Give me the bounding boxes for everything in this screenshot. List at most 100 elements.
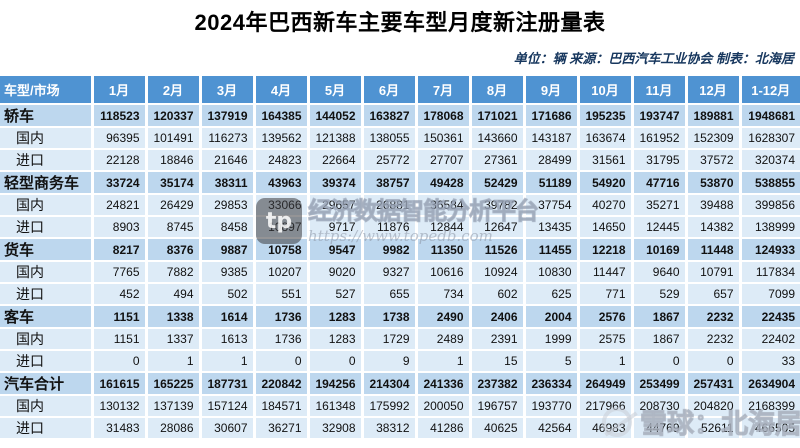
table-cell: 12445 bbox=[632, 216, 688, 239]
table-cell: 27361 bbox=[470, 149, 526, 172]
table-cell: 551 bbox=[254, 283, 310, 306]
table-cell: 10791 bbox=[686, 261, 742, 284]
table-cell: 184571 bbox=[254, 395, 310, 418]
table-cell: 15 bbox=[470, 350, 526, 373]
table-cell: 1948681 bbox=[740, 104, 800, 128]
table-cell: 12647 bbox=[470, 216, 526, 239]
table-cell: 121388 bbox=[308, 127, 364, 150]
table-cell: 2575 bbox=[578, 328, 634, 351]
table-cell: 116273 bbox=[200, 127, 256, 150]
table-cell: 161952 bbox=[632, 127, 688, 150]
table-cell: 10758 bbox=[254, 238, 310, 262]
row-label: 进口 bbox=[0, 350, 94, 373]
row-label: 国内 bbox=[0, 261, 94, 284]
table-cell: 138055 bbox=[362, 127, 418, 150]
column-header-month: 10月 bbox=[578, 76, 634, 105]
row-label: 进口 bbox=[0, 149, 94, 172]
table-row: 国内 1151 1337 1613 1736 1283 1729 2489 2391 1999 25… bbox=[0, 328, 800, 351]
table-cell: 7882 bbox=[146, 261, 202, 284]
table-cell: 0 bbox=[254, 350, 310, 373]
table-cell: 187731 bbox=[200, 372, 256, 396]
table-cell: 264949 bbox=[578, 372, 634, 396]
table-cell: 32908 bbox=[308, 417, 364, 440]
column-header-month: 12月 bbox=[686, 76, 742, 105]
table-cell: 12844 bbox=[416, 216, 472, 239]
table-row: 汽车合计 161615 165225 187731 220842 194256 214304… bbox=[0, 372, 800, 396]
table-cell: 204820 bbox=[686, 395, 742, 418]
table-cell: 175992 bbox=[362, 395, 418, 418]
table-row: 国内 130132 137139 157124 184571 161348 175992 20… bbox=[0, 395, 800, 418]
row-label: 国内 bbox=[0, 194, 94, 217]
table-cell: 1613 bbox=[200, 328, 256, 351]
table-cell: 0 bbox=[92, 350, 148, 373]
table-cell: 253499 bbox=[632, 372, 688, 396]
row-label: 货车 bbox=[0, 238, 94, 262]
table-cell: 12218 bbox=[578, 238, 634, 262]
table-cell: 39374 bbox=[308, 171, 364, 195]
column-header-month: 7月 bbox=[416, 76, 472, 105]
table-cell: 0 bbox=[632, 350, 688, 373]
row-label: 汽车合计 bbox=[0, 372, 94, 396]
table-cell: 39782 bbox=[470, 194, 526, 217]
table-cell: 10830 bbox=[524, 261, 580, 284]
table-cell: 171021 bbox=[470, 104, 526, 128]
table-row: 进口 31483 28086 30607 36271 32908 38312 41286 406… bbox=[0, 417, 800, 440]
table-cell: 1729 bbox=[362, 328, 418, 351]
table-cell: 8376 bbox=[146, 238, 202, 262]
table-cell: 54920 bbox=[578, 171, 634, 195]
table-cell: 11447 bbox=[578, 261, 634, 284]
table-cell: 117834 bbox=[740, 261, 800, 284]
table-cell: 2232 bbox=[686, 305, 742, 329]
row-label: 进口 bbox=[0, 417, 94, 440]
table-cell: 101491 bbox=[146, 127, 202, 150]
table-cell: 14382 bbox=[686, 216, 742, 239]
table-cell: 53870 bbox=[686, 171, 742, 195]
table-cell: 10207 bbox=[254, 261, 310, 284]
table-cell: 41286 bbox=[416, 417, 472, 440]
row-label: 进口 bbox=[0, 216, 94, 239]
table-cell: 137139 bbox=[146, 395, 202, 418]
table-cell: 161615 bbox=[92, 372, 148, 396]
table-row: 货车 8217 8376 9887 10758 9547 9982 11350 11526 114… bbox=[0, 238, 800, 262]
table-cell: 178068 bbox=[416, 104, 472, 128]
table-cell: 29853 bbox=[200, 194, 256, 217]
page-title: 2024年巴西新车主要车型月度新注册量表 bbox=[194, 10, 606, 35]
column-header-month: 8月 bbox=[470, 76, 526, 105]
table-cell: 33724 bbox=[92, 171, 148, 195]
table-cell: 33066 bbox=[254, 194, 310, 217]
column-header-month: 1-12月 bbox=[740, 76, 800, 105]
table-cell: 143187 bbox=[524, 127, 580, 150]
table-cell: 143660 bbox=[470, 127, 526, 150]
table-cell: 194256 bbox=[308, 372, 364, 396]
table-cell: 24821 bbox=[92, 194, 148, 217]
table-cell: 208730 bbox=[632, 395, 688, 418]
table-cell: 35271 bbox=[632, 194, 688, 217]
table-cell: 28499 bbox=[524, 149, 580, 172]
table-cell: 49428 bbox=[416, 171, 472, 195]
row-label: 国内 bbox=[0, 328, 94, 351]
table-cell: 124933 bbox=[740, 238, 800, 262]
table-cell: 10169 bbox=[632, 238, 688, 262]
table-cell: 217966 bbox=[578, 395, 634, 418]
table-cell: 2004 bbox=[524, 305, 580, 329]
table-cell: 31561 bbox=[578, 149, 634, 172]
table-cell: 1736 bbox=[254, 305, 310, 329]
table-cell: 195235 bbox=[578, 104, 634, 128]
table-cell: 9887 bbox=[200, 238, 256, 262]
registration-table: 车型/市场 1月 2月 3月 4月 5月 6月 7月 8月 9月 10月 11月 12月 1-12月 轿车… bbox=[0, 76, 800, 440]
table-cell: 1999 bbox=[524, 328, 580, 351]
table-row: 进口 22128 18846 21646 24823 22664 25772 27707 273… bbox=[0, 149, 800, 172]
table-cell: 9020 bbox=[308, 261, 364, 284]
table-cell: 9717 bbox=[308, 216, 364, 239]
table-cell: 13435 bbox=[524, 216, 580, 239]
table-row: 轻型商务车 33724 35174 38311 43963 39374 38757 49428… bbox=[0, 171, 800, 195]
table-cell: 40625 bbox=[470, 417, 526, 440]
table-cell: 193770 bbox=[524, 395, 580, 418]
table-cell: 9 bbox=[362, 350, 418, 373]
table-cell: 137919 bbox=[200, 104, 256, 128]
table-cell: 8903 bbox=[92, 216, 148, 239]
table-cell: 22664 bbox=[308, 149, 364, 172]
table-cell: 196757 bbox=[470, 395, 526, 418]
table-cell: 150361 bbox=[416, 127, 472, 150]
